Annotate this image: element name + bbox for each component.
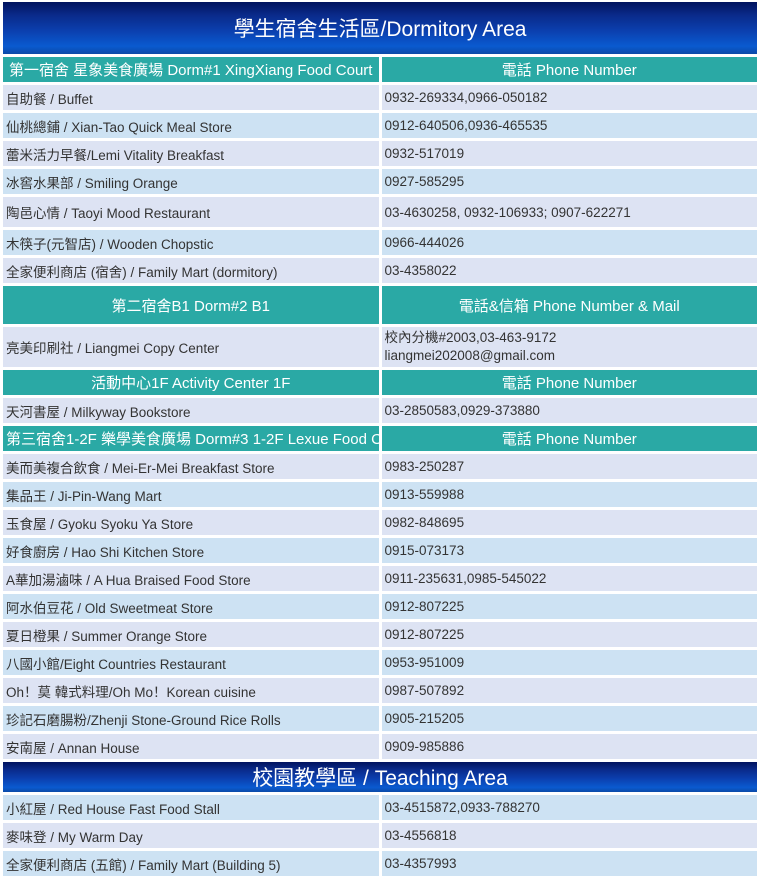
store-name: 玉食屋 / Gyoku Syoku Ya Store — [3, 510, 379, 535]
table-row: 木筷子(元智店) / Wooden Chopstic 0966-444026 — [3, 230, 757, 255]
table-row: 天河書屋 / Milkyway Bookstore 03-2850583,0929… — [3, 398, 757, 423]
store-name: 木筷子(元智店) / Wooden Chopstic — [3, 230, 379, 255]
store-name: 亮美印刷社 / Liangmei Copy Center — [3, 327, 379, 367]
table-row: 亮美印刷社 / Liangmei Copy Center 校內分機#2003,03… — [3, 327, 757, 367]
store-contact: 0966-444026 — [381, 230, 757, 255]
store-name: 麥味登 / My Warm Day — [3, 823, 379, 848]
table-row: 全家便利商店 (五館) / Family Mart (Building 5) 03… — [3, 851, 757, 876]
store-contact: 0912-807225 — [381, 594, 757, 619]
section-title: 校園教學區 / Teaching Area — [3, 762, 757, 792]
store-name: 全家便利商店 (五館) / Family Mart (Building 5) — [3, 851, 379, 876]
store-name: A華加湯滷味 / A Hua Braised Food Store — [3, 566, 379, 591]
store-name: 仙桃總鋪 / Xian-Tao Quick Meal Store — [3, 113, 379, 138]
contact-heading: 電話 Phone Number — [381, 370, 757, 395]
location-heading: 活動中心1F Activity Center 1F — [3, 370, 379, 395]
contact-heading: 電話&信箱 Phone Number & Mail — [381, 286, 757, 324]
contact-heading: 電話 Phone Number — [381, 57, 757, 82]
location-heading: 第三宿舍1-2F 樂學美食廣場 Dorm#3 1-2F Lexue Food C… — [3, 426, 379, 451]
store-contact: 03-2850583,0929-373880 — [381, 398, 757, 423]
table-row: 珍記石磨腸粉/Zhenji Stone-Ground Rice Rolls 090… — [3, 706, 757, 731]
store-name: 天河書屋 / Milkyway Bookstore — [3, 398, 379, 423]
store-contact: 03-4630258, 0932-106933; 0907-622271 — [381, 197, 757, 227]
store-name: 安南屋 / Annan House — [3, 734, 379, 759]
store-contact: 校內分機#2003,03-463-9172 liangmei202008@gma… — [381, 327, 757, 367]
store-contact: 0932-517019 — [381, 141, 757, 166]
store-contact: 0905-215205 — [381, 706, 757, 731]
store-contact: 0983-250287 — [381, 454, 757, 479]
table-row: Oh！莫 韓式料理/Oh Mo！Korean cuisine 0987-50789… — [3, 678, 757, 703]
table-row: A華加湯滷味 / A Hua Braised Food Store 0911-23… — [3, 566, 757, 591]
store-contact: 0912-807225 — [381, 622, 757, 647]
store-contact: 0953-951009 — [381, 650, 757, 675]
section-banner: 校園教學區 / Teaching Area — [3, 762, 757, 792]
store-contact: 03-4358022 — [381, 258, 757, 283]
group-header: 第二宿舍B1 Dorm#2 B1 電話&信箱 Phone Number & Mai… — [3, 286, 757, 324]
table-row: 美而美複合飲食 / Mei-Er-Mei Breakfast Store 0983… — [3, 454, 757, 479]
table-row: 集品王 / Ji-Pin-Wang Mart 0913-559988 — [3, 482, 757, 507]
store-contact: 0927-585295 — [381, 169, 757, 194]
store-contact: 0912-640506,0936-465535 — [381, 113, 757, 138]
store-name: 好食廚房 / Hao Shi Kitchen Store — [3, 538, 379, 563]
store-contact: 0913-559988 — [381, 482, 757, 507]
group-header: 第一宿舍 星象美食廣場 Dorm#1 XingXiang Food Court 電… — [3, 57, 757, 82]
table-row: 夏日橙果 / Summer Orange Store 0912-807225 — [3, 622, 757, 647]
store-name: 小紅屋 / Red House Fast Food Stall — [3, 795, 379, 820]
store-name: 阿水伯豆花 / Old Sweetmeat Store — [3, 594, 379, 619]
contact-heading: 電話 Phone Number — [381, 426, 757, 451]
table-row: 仙桃總鋪 / Xian-Tao Quick Meal Store 0912-64… — [3, 113, 757, 138]
location-heading: 第二宿舍B1 Dorm#2 B1 — [3, 286, 379, 324]
store-name: 全家便利商店 (宿舍) / Family Mart (dormitory) — [3, 258, 379, 283]
store-name: 八國小館/Eight Countries Restaurant — [3, 650, 379, 675]
store-contact: 03-4515872,0933-788270 — [381, 795, 757, 820]
store-name: 蕾米活力早餐/Lemi Vitality Breakfast — [3, 141, 379, 166]
store-contact: 0932-269334,0966-050182 — [381, 85, 757, 110]
table-row: 全家便利商店 (宿舍) / Family Mart (dormitory) 03-… — [3, 258, 757, 283]
table-row: 自助餐 / Buffet 0932-269334,0966-050182 — [3, 85, 757, 110]
store-name: 珍記石磨腸粉/Zhenji Stone-Ground Rice Rolls — [3, 706, 379, 731]
table-row: 阿水伯豆花 / Old Sweetmeat Store 0912-807225 — [3, 594, 757, 619]
section-banner: 學生宿舍生活區/Dormitory Area — [3, 2, 757, 54]
location-heading: 第一宿舍 星象美食廣場 Dorm#1 XingXiang Food Court — [3, 57, 379, 82]
section-title: 學生宿舍生活區/Dormitory Area — [3, 2, 757, 54]
table-row: 小紅屋 / Red House Fast Food Stall 03-451587… — [3, 795, 757, 820]
group-header: 活動中心1F Activity Center 1F 電話 Phone Number — [3, 370, 757, 395]
store-contact: 0915-073173 — [381, 538, 757, 563]
store-contact: 0987-507892 — [381, 678, 757, 703]
store-name: 美而美複合飲食 / Mei-Er-Mei Breakfast Store — [3, 454, 379, 479]
store-contact: 0982-848695 — [381, 510, 757, 535]
store-contact: 03-4357993 — [381, 851, 757, 876]
group-header: 第三宿舍1-2F 樂學美食廣場 Dorm#3 1-2F Lexue Food C… — [3, 426, 757, 451]
store-contact: 0911-235631,0985-545022 — [381, 566, 757, 591]
store-name: 集品王 / Ji-Pin-Wang Mart — [3, 482, 379, 507]
table-row: 麥味登 / My Warm Day 03-4556818 — [3, 823, 757, 848]
table-row: 八國小館/Eight Countries Restaurant 0953-9510… — [3, 650, 757, 675]
store-name: 夏日橙果 / Summer Orange Store — [3, 622, 379, 647]
table-row: 玉食屋 / Gyoku Syoku Ya Store 0982-848695 — [3, 510, 757, 535]
table-row: 蕾米活力早餐/Lemi Vitality Breakfast 0932-51701… — [3, 141, 757, 166]
table-row: 好食廚房 / Hao Shi Kitchen Store 0915-073173 — [3, 538, 757, 563]
store-contact: 03-4556818 — [381, 823, 757, 848]
table-row: 陶邑心情 / Taoyi Mood Restaurant 03-4630258, … — [3, 197, 757, 227]
store-name: Oh！莫 韓式料理/Oh Mo！Korean cuisine — [3, 678, 379, 703]
table-row: 冰窖水果部 / Smiling Orange 0927-585295 — [3, 169, 757, 194]
table-row: 安南屋 / Annan House 0909-985886 — [3, 734, 757, 759]
store-name: 陶邑心情 / Taoyi Mood Restaurant — [3, 197, 379, 227]
store-contact: 0909-985886 — [381, 734, 757, 759]
store-name: 冰窖水果部 / Smiling Orange — [3, 169, 379, 194]
store-name: 自助餐 / Buffet — [3, 85, 379, 110]
